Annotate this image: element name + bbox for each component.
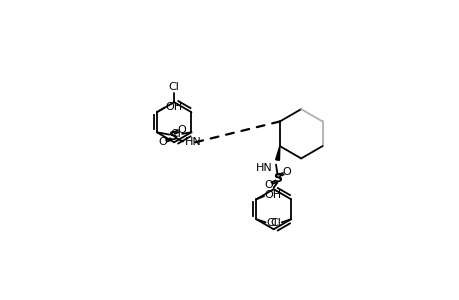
Text: O: O <box>282 167 291 177</box>
Text: O: O <box>263 180 272 190</box>
Text: HN: HN <box>255 163 272 173</box>
Text: Cl: Cl <box>266 218 277 228</box>
Polygon shape <box>275 146 279 160</box>
Text: OH: OH <box>165 102 182 112</box>
Text: OH: OH <box>264 190 281 200</box>
Text: Cl: Cl <box>269 218 280 228</box>
Text: O: O <box>158 137 167 147</box>
Text: Cl: Cl <box>170 129 181 139</box>
Text: S: S <box>273 172 281 185</box>
Text: S: S <box>168 130 176 142</box>
Text: HN: HN <box>184 137 201 147</box>
Text: Cl: Cl <box>168 82 179 92</box>
Text: O: O <box>177 125 185 135</box>
